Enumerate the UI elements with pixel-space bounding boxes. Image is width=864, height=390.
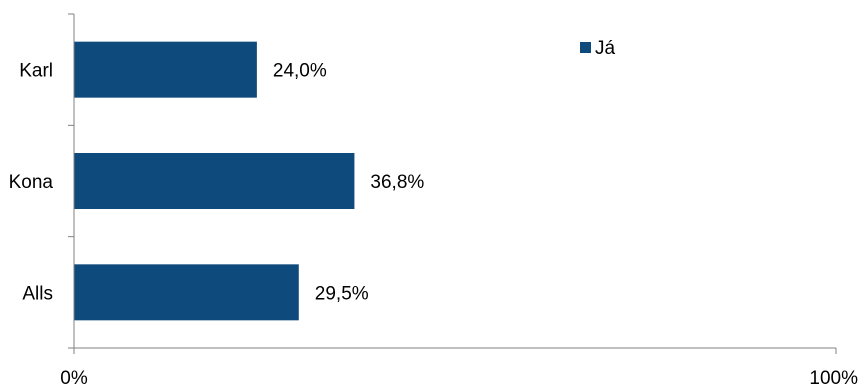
x-tick-label: 100%	[809, 368, 858, 389]
legend-label-ja: Já	[595, 38, 616, 59]
legend-swatch-ja	[580, 42, 591, 53]
bar-karl	[74, 41, 257, 98]
labels-group: 24,0% Karl 36,8% Kona 29,5% Alls 0% 100%	[9, 61, 858, 389]
axes-group	[68, 13, 837, 354]
data-label-karl: 24,0%	[273, 61, 327, 82]
data-label-kona: 36,8%	[370, 172, 424, 193]
bars-group	[74, 41, 355, 321]
bar-alls	[74, 264, 299, 321]
legend: Já	[580, 38, 616, 59]
category-label-alls: Alls	[22, 283, 53, 304]
data-label-alls: 29,5%	[315, 283, 369, 304]
bar-kona	[74, 153, 355, 209]
x-tick-label: 0%	[60, 368, 88, 389]
category-label-karl: Karl	[19, 61, 53, 82]
category-label-kona: Kona	[9, 172, 54, 193]
